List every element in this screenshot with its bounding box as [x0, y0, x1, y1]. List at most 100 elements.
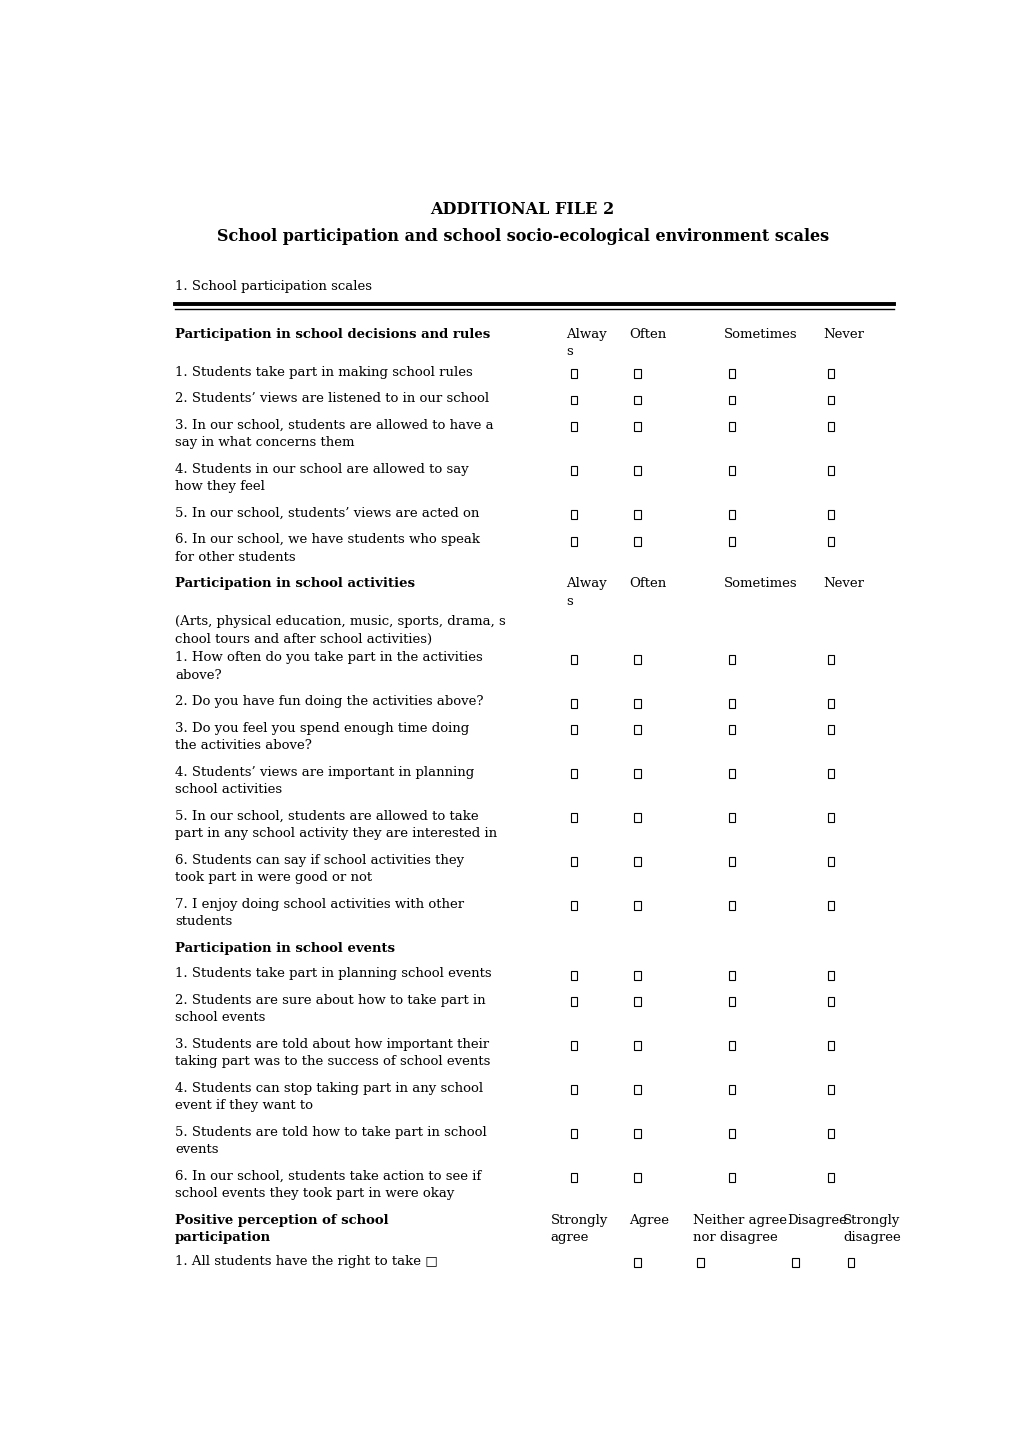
Bar	[571, 369, 577, 378]
Bar	[827, 369, 834, 378]
Bar	[827, 997, 834, 1006]
Bar	[634, 971, 640, 980]
Bar	[634, 509, 640, 519]
Bar	[729, 1173, 735, 1182]
Text: 3. Do you feel you spend enough time doing: 3. Do you feel you spend enough time doi…	[175, 722, 469, 734]
Bar	[634, 698, 640, 707]
Text: 1. How often do you take part in the activities: 1. How often do you take part in the act…	[175, 651, 482, 664]
Text: (Arts, physical education, music, sports, drama, s: (Arts, physical education, music, sports…	[175, 615, 505, 628]
Bar	[634, 369, 640, 378]
Text: disagree: disagree	[842, 1231, 900, 1244]
Text: Never: Never	[822, 328, 863, 341]
Bar	[571, 1130, 577, 1139]
Bar	[729, 814, 735, 823]
Text: s: s	[566, 595, 573, 608]
Text: events: events	[175, 1143, 218, 1156]
Text: 3. Students are told about how important their: 3. Students are told about how important…	[175, 1038, 488, 1051]
Bar	[729, 971, 735, 980]
Bar	[634, 423, 640, 431]
Bar	[792, 1258, 798, 1267]
Bar	[634, 537, 640, 545]
Bar	[634, 997, 640, 1006]
Text: how they feel: how they feel	[175, 481, 265, 494]
Text: school events they took part in were okay: school events they took part in were oka…	[175, 1188, 453, 1201]
Text: school events: school events	[175, 1012, 265, 1025]
Text: for other students: for other students	[175, 551, 296, 564]
Bar	[634, 1130, 640, 1139]
Bar	[571, 814, 577, 823]
Text: 6. Students can say if school activities they: 6. Students can say if school activities…	[175, 854, 464, 867]
Text: 5. In our school, students are allowed to take: 5. In our school, students are allowed t…	[175, 810, 478, 823]
Bar	[571, 395, 577, 404]
Text: 4. Students can stop taking part in any school: 4. Students can stop taking part in any …	[175, 1082, 483, 1095]
Text: Disagree: Disagree	[787, 1214, 847, 1227]
Bar	[571, 997, 577, 1006]
Bar	[571, 1173, 577, 1182]
Text: Neither agree: Neither agree	[692, 1214, 786, 1227]
Text: taking part was to the success of school events: taking part was to the success of school…	[175, 1055, 490, 1068]
Bar	[827, 509, 834, 519]
Text: the activities above?: the activities above?	[175, 739, 312, 752]
Bar	[634, 900, 640, 911]
Bar	[729, 537, 735, 545]
Bar	[634, 1173, 640, 1182]
Bar	[827, 1042, 834, 1051]
Text: Never: Never	[822, 577, 863, 590]
Bar	[571, 971, 577, 980]
Text: part in any school activity they are interested in: part in any school activity they are int…	[175, 827, 496, 840]
Text: 1. School participation scales: 1. School participation scales	[175, 280, 372, 293]
Bar	[571, 769, 577, 778]
Text: Strongly: Strongly	[550, 1214, 607, 1227]
Text: Sometimes: Sometimes	[723, 328, 797, 341]
Bar	[634, 1085, 640, 1094]
Text: agree: agree	[550, 1231, 588, 1244]
Text: 2. Do you have fun doing the activities above?: 2. Do you have fun doing the activities …	[175, 696, 483, 709]
Bar	[729, 997, 735, 1006]
Text: 1. Students take part in planning school events: 1. Students take part in planning school…	[175, 967, 491, 980]
Text: Participation in school events: Participation in school events	[175, 942, 394, 955]
Bar	[571, 900, 577, 911]
Text: 1. All students have the right to take □: 1. All students have the right to take □	[175, 1255, 437, 1268]
Bar	[827, 1173, 834, 1182]
Bar	[729, 423, 735, 431]
Text: Agree: Agree	[629, 1214, 668, 1227]
Text: 7. I enjoy doing school activities with other: 7. I enjoy doing school activities with …	[175, 898, 464, 911]
Text: chool tours and after school activities): chool tours and after school activities)	[175, 632, 432, 645]
Bar	[729, 655, 735, 664]
Bar	[729, 1130, 735, 1139]
Bar	[634, 466, 640, 475]
Text: students: students	[175, 915, 232, 928]
Bar	[571, 423, 577, 431]
Text: 5. Students are told how to take part in school: 5. Students are told how to take part in…	[175, 1126, 486, 1139]
Text: event if they want to: event if they want to	[175, 1100, 313, 1113]
Bar	[729, 900, 735, 911]
Text: Positive perception of school: Positive perception of school	[175, 1214, 388, 1227]
Text: say in what concerns them: say in what concerns them	[175, 436, 354, 449]
Bar	[571, 537, 577, 545]
Bar	[729, 1042, 735, 1051]
Text: 4. Students’ views are important in planning: 4. Students’ views are important in plan…	[175, 766, 474, 779]
Bar	[571, 466, 577, 475]
Bar	[571, 655, 577, 664]
Bar	[827, 537, 834, 545]
Bar	[827, 971, 834, 980]
Text: Participation in school decisions and rules: Participation in school decisions and ru…	[175, 328, 490, 341]
Bar	[827, 698, 834, 707]
Text: 1. Students take part in making school rules: 1. Students take part in making school r…	[175, 365, 472, 378]
Bar	[729, 769, 735, 778]
Bar	[827, 395, 834, 404]
Text: Participation in school activities: Participation in school activities	[175, 577, 415, 590]
Bar	[827, 726, 834, 734]
Text: 6. In our school, we have students who speak: 6. In our school, we have students who s…	[175, 534, 480, 547]
Bar	[634, 395, 640, 404]
Text: s: s	[566, 345, 573, 358]
Text: above?: above?	[175, 668, 221, 681]
Bar	[827, 1085, 834, 1094]
Bar	[729, 726, 735, 734]
Bar	[827, 814, 834, 823]
Bar	[827, 423, 834, 431]
Bar	[827, 900, 834, 911]
Bar	[571, 509, 577, 519]
Bar	[634, 769, 640, 778]
Bar	[634, 1258, 640, 1267]
